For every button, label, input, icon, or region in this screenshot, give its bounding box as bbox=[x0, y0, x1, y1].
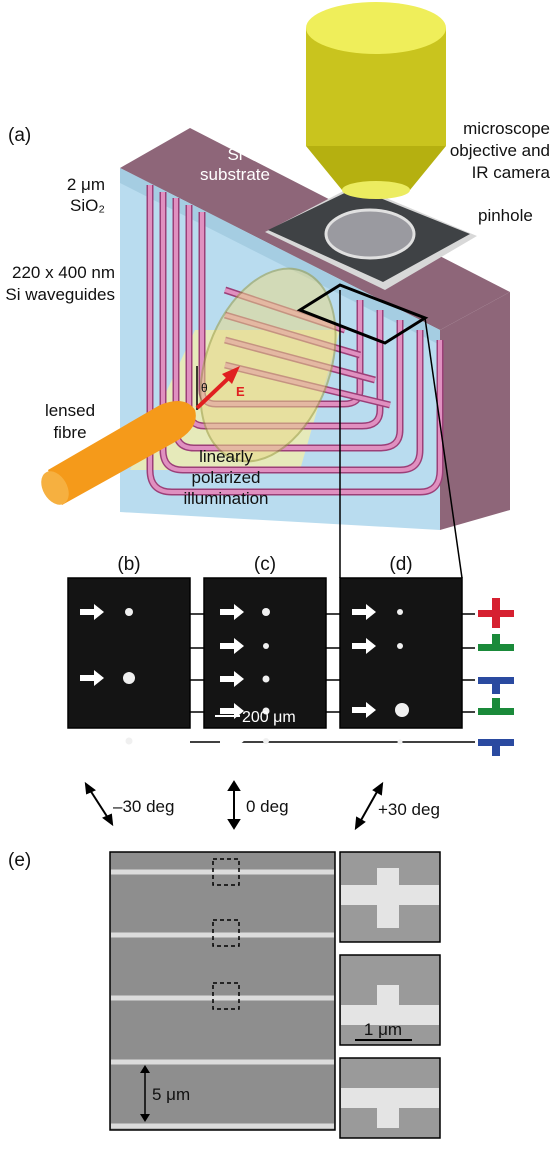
sem-image bbox=[110, 852, 335, 1130]
scale-label: 200 μm bbox=[242, 709, 296, 726]
objective-top bbox=[306, 2, 446, 54]
panel-label: (a) bbox=[8, 125, 31, 146]
theta-label: θ bbox=[201, 381, 208, 395]
angle-label: +30 deg bbox=[378, 800, 440, 819]
pinhole-label: pinhole bbox=[478, 206, 533, 225]
panel-label: (b) bbox=[117, 554, 140, 575]
panel-label: (c) bbox=[254, 554, 276, 575]
angle-label: 0 deg bbox=[246, 797, 289, 816]
scale-label: 5 μm bbox=[152, 1085, 190, 1104]
angle-label: –30 deg bbox=[113, 797, 174, 816]
panel-label: (e) bbox=[8, 850, 31, 871]
objective-tip bbox=[342, 181, 410, 199]
panel-label: (d) bbox=[389, 554, 412, 575]
pinhole-hole bbox=[326, 210, 414, 258]
e-label: E bbox=[236, 384, 245, 399]
scale-label: 1 μm bbox=[364, 1020, 402, 1039]
figure: θ E (a) Sisubstrate 2 μmSiO₂ 220 x 400 n… bbox=[0, 0, 550, 1153]
device-icons bbox=[478, 598, 514, 756]
